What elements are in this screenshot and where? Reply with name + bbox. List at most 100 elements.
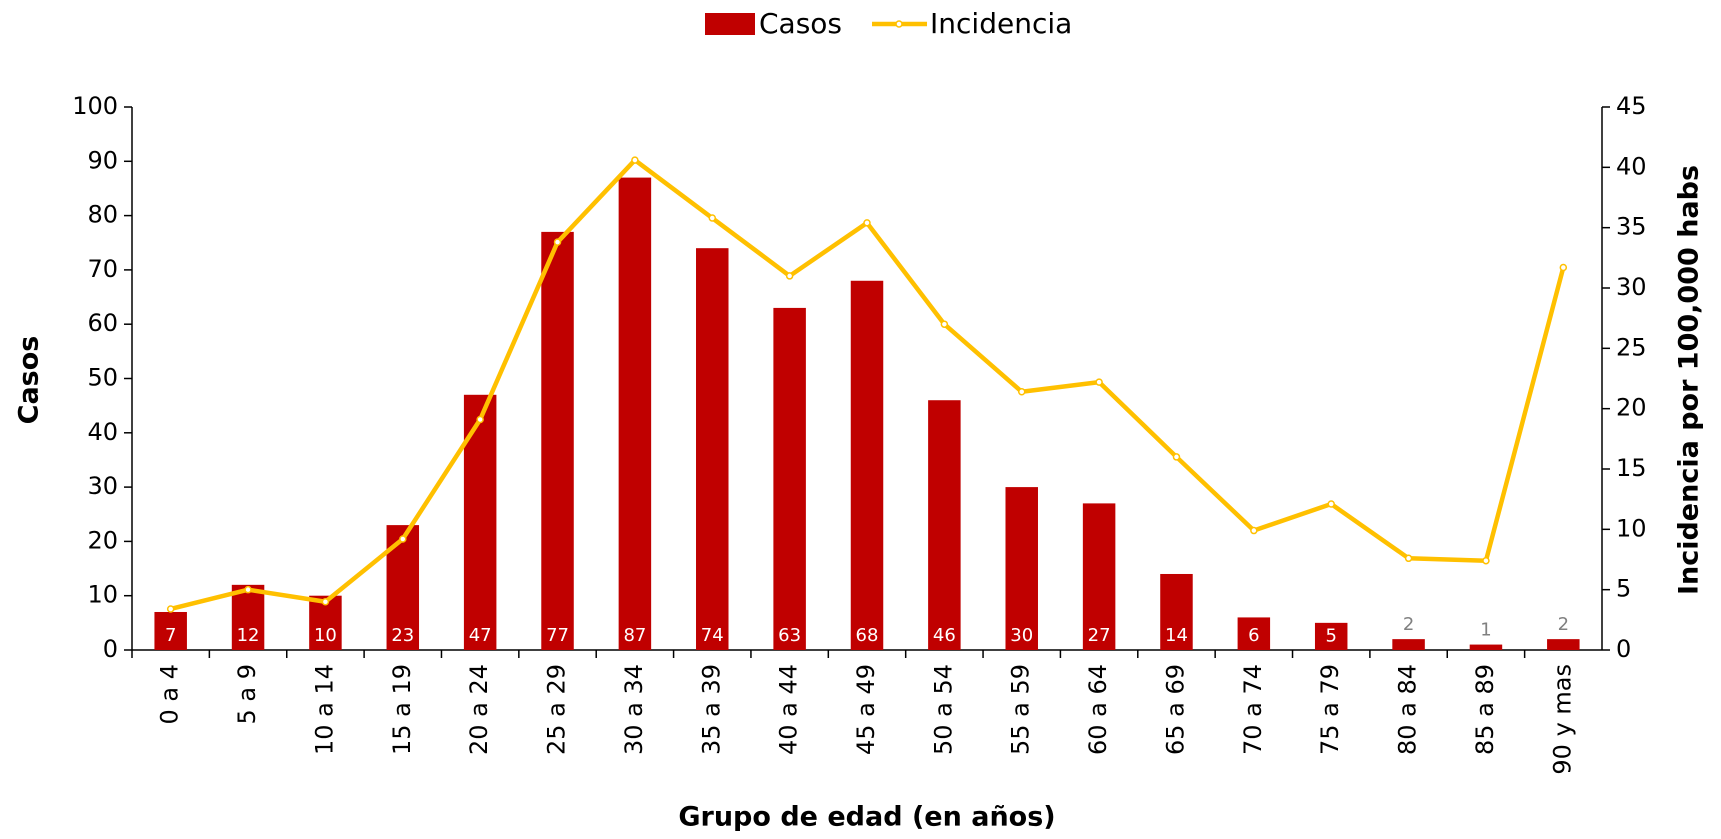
data-label: 30: [1010, 625, 1033, 646]
line-marker: [1017, 388, 1026, 396]
line-marker: [708, 214, 717, 222]
line-marker: [244, 585, 252, 594]
x-tick-label: 75 a 79: [1316, 664, 1344, 755]
x-tick-label: 50 a 54: [929, 664, 957, 755]
bar: [1314, 622, 1348, 650]
x-tick-label: 80 a 84: [1394, 664, 1422, 755]
data-label: 47: [469, 625, 492, 646]
data-label: 23: [391, 625, 414, 646]
x-tick-label: 90 y mas: [1548, 664, 1576, 775]
line-marker: [1327, 500, 1335, 508]
bar: [696, 248, 729, 650]
x-tick-label: 55 a 59: [1007, 664, 1035, 755]
bar: [1160, 573, 1193, 650]
x-tick-label: 60 a 64: [1084, 664, 1112, 755]
bar: [541, 231, 574, 650]
bar: [928, 400, 961, 650]
line-marker: [1250, 526, 1258, 535]
x-tick-label: 0 a 4: [156, 664, 184, 725]
x-tick-label: 5 a 9: [233, 664, 261, 725]
bar: [154, 611, 187, 650]
line-marker: [476, 415, 484, 424]
line-marker: [1172, 453, 1181, 461]
data-label: 7: [165, 625, 176, 646]
line-marker: [399, 535, 407, 543]
y2-tick-label: 15: [1616, 454, 1647, 482]
data-label: 14: [1165, 625, 1188, 646]
line-marker: [166, 605, 175, 613]
line-marker: [1482, 556, 1490, 565]
bar: [1547, 639, 1580, 650]
x-tick-label: 70 a 74: [1239, 664, 1267, 755]
bar: [1469, 644, 1503, 650]
data-label: 2: [1403, 614, 1414, 635]
x-tick-label: 85 a 89: [1471, 664, 1499, 755]
bar: [1237, 617, 1271, 650]
line-marker: [631, 156, 639, 164]
bar: [231, 584, 265, 650]
x-tick-label: 30 a 34: [620, 664, 648, 755]
y-tick-label: 40: [87, 418, 118, 446]
data-label: 12: [237, 625, 260, 646]
data-label: 27: [1088, 625, 1111, 646]
legend-label: Casos: [759, 7, 842, 40]
y2-tick-label: 20: [1616, 394, 1647, 422]
y-tick-label: 50: [87, 364, 118, 392]
y-tick-label: 90: [87, 146, 118, 174]
y-tick-label: 70: [87, 255, 118, 283]
line-marker: [553, 238, 562, 246]
x-tick-label: 20 a 24: [465, 664, 493, 755]
y2-tick-label: 40: [1616, 152, 1647, 180]
data-label: 10: [314, 625, 337, 646]
legend-swatch: [705, 13, 755, 35]
line-marker: [863, 219, 871, 227]
x-tick-label: 10 a 14: [310, 664, 338, 755]
x-tick-label: 45 a 49: [852, 664, 880, 755]
data-label: 63: [778, 625, 801, 646]
y2-tick-label: 0: [1616, 635, 1631, 663]
bar: [1392, 639, 1425, 650]
data-label: 77: [546, 625, 569, 646]
bar: [773, 307, 806, 650]
y2-tick-label: 10: [1616, 514, 1647, 542]
bar: [1005, 487, 1038, 650]
legend-label: Incidencia: [930, 7, 1072, 40]
line-marker: [321, 597, 330, 606]
data-label: 6: [1248, 625, 1259, 646]
y-tick-label: 60: [87, 309, 118, 337]
x-tick-label: 25 a 29: [543, 664, 571, 755]
data-label: 87: [623, 625, 646, 646]
y-tick-label: 30: [87, 472, 118, 500]
y-tick-label: 20: [87, 526, 118, 554]
line-marker: [1095, 378, 1103, 386]
data-label: 2: [1558, 614, 1569, 635]
y2-tick-label: 45: [1616, 92, 1647, 120]
line-marker: [785, 272, 794, 280]
y-axis-title: Casos: [14, 336, 45, 425]
data-label: 68: [856, 625, 879, 646]
y2-axis-title: Incidencia por 100,000 habs: [1674, 165, 1705, 595]
data-label: 74: [701, 625, 724, 646]
y-tick-label: 100: [72, 92, 118, 120]
y-tick-label: 80: [87, 201, 118, 229]
y2-tick-label: 5: [1616, 575, 1631, 603]
line-marker: [940, 320, 949, 328]
y2-tick-label: 30: [1616, 273, 1647, 301]
data-label: 5: [1325, 625, 1336, 646]
bar: [850, 280, 884, 650]
line-marker: [1404, 554, 1413, 563]
line-marker: [1559, 263, 1568, 272]
bar: [618, 177, 652, 650]
bar: [1082, 503, 1116, 650]
y2-tick-label: 25: [1616, 333, 1647, 361]
y-tick-label: 0: [103, 635, 118, 663]
legend-marker: [895, 20, 903, 28]
x-tick-label: 15 a 19: [388, 664, 416, 755]
y-tick-label: 10: [87, 581, 118, 609]
x-tick-label: 65 a 69: [1161, 664, 1189, 755]
data-label: 1: [1480, 620, 1491, 641]
y2-tick-label: 35: [1616, 213, 1647, 241]
x-axis-title: Grupo de edad (en años): [678, 802, 1055, 833]
x-tick-label: 40 a 44: [775, 664, 803, 755]
x-tick-label: 35 a 39: [697, 664, 725, 755]
